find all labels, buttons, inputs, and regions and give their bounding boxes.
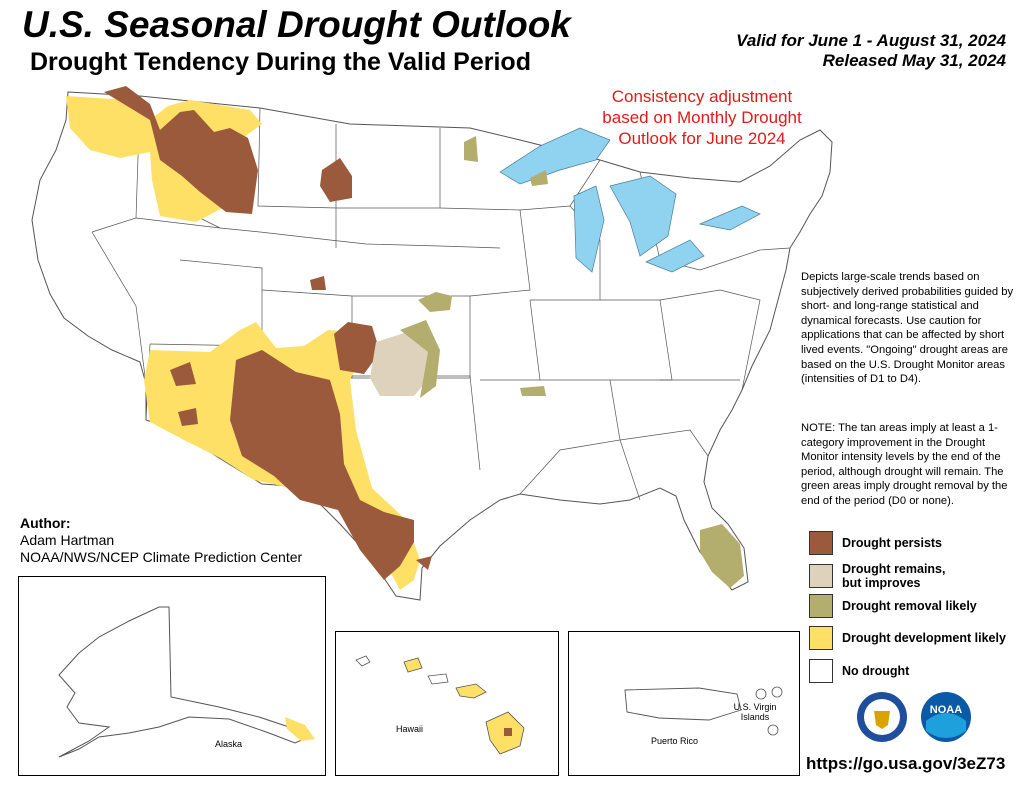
persists-areas (104, 86, 432, 736)
svg-text:NOAA: NOAA (930, 704, 962, 716)
map-subtitle: Drought Tendency During the Valid Period (30, 48, 531, 76)
consistency-note: Consistency adjustment based on Monthly … (602, 87, 802, 148)
release-date: Released May 31, 2024 (822, 51, 1006, 70)
legend-label-removal: Drought removal likely (842, 599, 977, 613)
puerto-rico-inset: Puerto Rico U.S. Virgin Islands (568, 631, 800, 776)
note-text: NOTE: The tan areas imply at least a 1-c… (801, 422, 1008, 507)
legend-label-none: No drought (842, 664, 910, 678)
valid-period: Valid for June 1 - August 31, 2024 (736, 31, 1006, 50)
alaska-label: Alaska (215, 739, 243, 749)
author-org: NOAA/NWS/NCEP Climate Prediction Center (20, 549, 303, 565)
legend-item-none: No drought (809, 659, 909, 683)
author-label: Author: (20, 515, 71, 531)
legend-label-development: Drought development likely (842, 631, 1006, 645)
alaska-map (58, 606, 315, 758)
alaska-inset: Alaska (18, 576, 326, 776)
great-lakes (499, 127, 761, 273)
map-title: U.S. Seasonal Drought Outlook (22, 4, 571, 45)
legend-item-improves: Drought remains, but improves (809, 562, 946, 590)
hawaii-inset: Hawaii (335, 631, 559, 776)
description-text: Depicts large-scale trends based on subj… (801, 271, 1014, 386)
legend-swatch-removal (809, 594, 833, 618)
virgin-islands-label: U.S. Virgin Islands (733, 702, 777, 722)
legend-item-removal: Drought removal likely (809, 594, 977, 618)
commerce-seal-logo (857, 692, 907, 742)
legend-label-improves: Drought remains, but improves (842, 562, 946, 590)
noaa-logo: NOAA (921, 692, 971, 742)
legend-item-persists: Drought persists (809, 531, 942, 555)
author-block: Author: Adam Hartman NOAA/NWS/NCEP Clima… (20, 515, 302, 566)
hawaii-label: Hawaii (396, 724, 424, 734)
legend-swatch-none (809, 659, 833, 683)
legend-swatch-persists (809, 531, 833, 555)
hawaii-map (355, 655, 525, 755)
removal-areas (400, 136, 744, 588)
puerto-rico-map (624, 686, 783, 736)
legend-swatch-improves (809, 564, 833, 588)
legend-item-development: Drought development likely (809, 626, 1006, 650)
legend-label-persists: Drought persists (842, 536, 943, 550)
puerto-rico-label: Puerto Rico (651, 736, 699, 746)
improves-areas (370, 330, 434, 396)
outlook-url[interactable]: https://go.usa.gov/3eZ73 (806, 754, 1006, 773)
author-name: Adam Hartman (20, 532, 115, 548)
legend-swatch-development (809, 626, 833, 650)
